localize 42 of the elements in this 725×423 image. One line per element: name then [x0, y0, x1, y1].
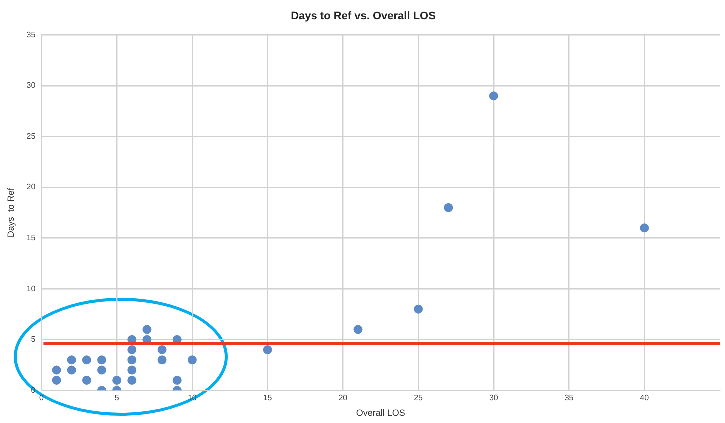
x-tick-label: 30 [489, 394, 499, 403]
x-tick-label: 5 [114, 394, 120, 403]
x-tick-label: 35 [564, 394, 574, 403]
chart-title: Days to Ref vs. Overall LOS [291, 10, 436, 23]
point [354, 325, 363, 334]
x-tick-label: 0 [39, 394, 44, 403]
point [97, 356, 106, 365]
point [67, 356, 76, 365]
y-tick-label: 30 [26, 81, 36, 90]
point [158, 356, 167, 365]
point [97, 366, 106, 375]
point [414, 304, 424, 314]
point [128, 345, 137, 354]
x-tick-label: 25 [414, 394, 424, 403]
point [142, 325, 152, 334]
point [172, 376, 182, 385]
x-tick-label: 15 [263, 394, 273, 403]
point [489, 92, 498, 101]
y-axis-title: Days to Ref [6, 188, 16, 238]
y-tick-label: 25 [26, 132, 36, 141]
y-tick-label: 20 [26, 182, 36, 192]
y-tick-label: 10 [26, 284, 36, 294]
point [52, 366, 62, 375]
point [82, 356, 92, 365]
point [112, 376, 122, 385]
x-tick-label: 40 [640, 394, 650, 403]
point [640, 224, 650, 233]
point [128, 356, 137, 365]
point [263, 345, 272, 354]
y-tick-label: 15 [26, 233, 36, 242]
point [128, 366, 137, 375]
point [188, 356, 197, 365]
point [52, 376, 62, 385]
y-tick-label: 35 [26, 30, 36, 40]
x-axis-title: Overall LOS [356, 408, 406, 418]
point [128, 376, 137, 385]
x-tick-label: 20 [338, 394, 348, 403]
point [82, 376, 92, 385]
point [158, 345, 167, 354]
y-tick-label: 5 [31, 335, 36, 344]
point [67, 366, 76, 375]
point [444, 203, 454, 212]
